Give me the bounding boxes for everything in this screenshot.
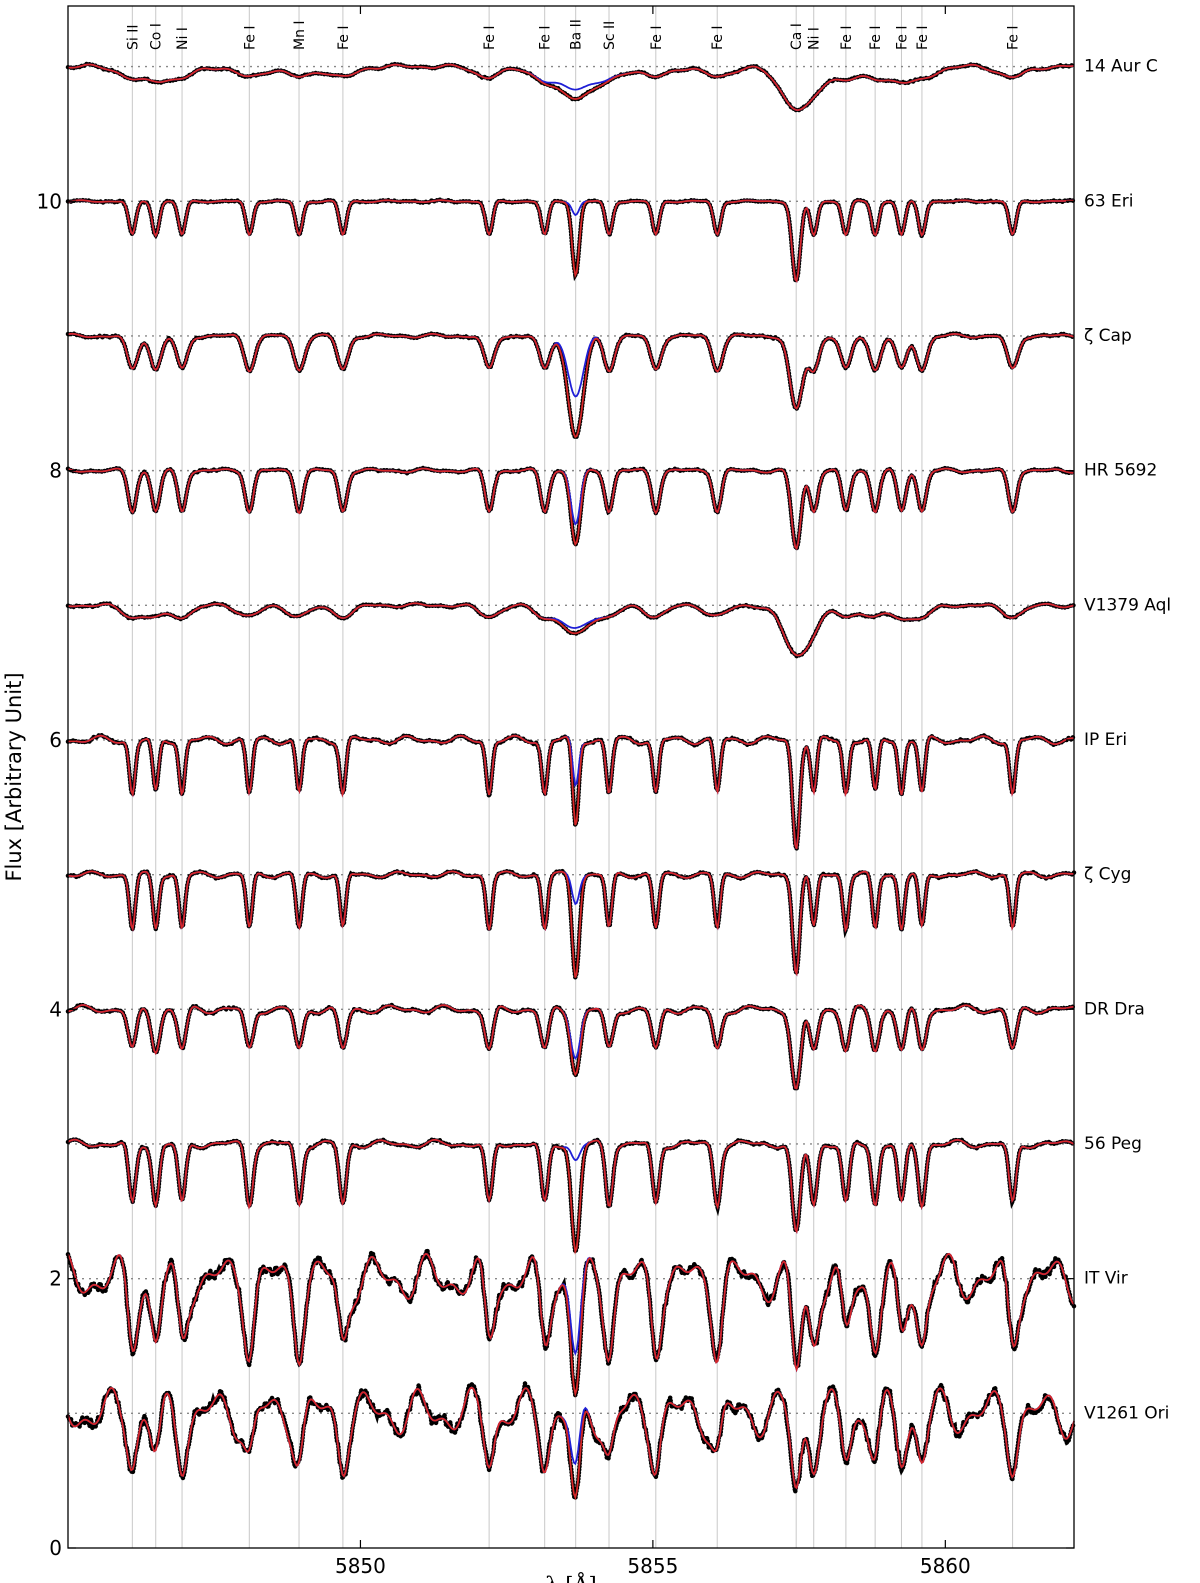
line-label-18: Fe I [1006,26,1022,50]
line-label-8: Ba II [569,19,585,50]
line-label-16: Fe I [894,26,910,50]
line-label-6: Fe I [482,26,498,50]
star-labels: 14 Aur C 63 Eri ζ Cap HR 5692 V1379 Aql IP Er… [1084,57,1171,1424]
line-label-0: Si II [125,25,141,50]
y-tick-label-0: 0 [49,1536,62,1560]
model-Ba-series-1 [67,199,1075,283]
model-Ba-series-7 [67,1004,1075,1090]
line-label-13: Ni I [807,27,823,50]
model-Ba-series-4 [67,602,1075,657]
star-label-3: HR 5692 [1084,461,1157,481]
y-tick-label-2: 4 [49,997,62,1021]
star-label-5: IP Eri [1084,730,1127,750]
x-tick-label-2: 5860 [920,1554,971,1578]
observed-series-4 [65,600,1077,660]
model-Ba-series-3 [67,467,1075,551]
star-label-0: 14 Aur C [1084,57,1158,77]
line-label-12: Ca I [789,23,805,50]
y-tick-label-1: 2 [49,1267,62,1291]
line-label-9: Sc II [602,21,618,50]
line-id-labels: Si II Co I Ni I Fe I Mn I Fe I Fe I Fe I Ba II Sc… [125,19,1021,50]
line-label-14: Fe I [839,26,855,50]
line-label-4: Mn I [292,20,308,50]
model-Ba-series-0 [67,63,1075,112]
line-label-3: Fe I [242,26,258,50]
x-tick-label-0: 5850 [335,1554,386,1578]
model-noBa-series-0 [67,63,1075,112]
y-tick-label-3: 6 [49,728,62,752]
model-Ba-series-8 [67,1138,1075,1255]
line-label-15: Fe I [868,26,884,50]
star-label-6: ζ Cyg [1084,865,1131,885]
y-tick-label-4: 8 [49,459,62,483]
star-label-10: V1261 Ori [1084,1403,1169,1423]
line-label-17: Fe I [915,26,931,50]
x-tick-label-1: 5855 [627,1554,678,1578]
line-label-10: Fe I [649,26,665,50]
model-noBa-series-4 [67,602,1075,657]
model-Ba-series-9 [67,1252,1075,1398]
observed-series-0 [65,61,1077,113]
model-Ba-series-10 [67,1386,1075,1501]
star-label-2: ζ Cap [1084,326,1132,346]
model-Ba-series-6 [67,870,1075,978]
line-label-5: Fe I [336,26,352,50]
star-label-7: DR Dra [1084,999,1145,1019]
observed-series-10 [65,1378,1077,1505]
model-Ba-series-5 [67,734,1075,850]
y-tick-label-5: 10 [37,189,62,213]
line-label-2: Ni I [175,27,191,50]
y-axis-title: Flux [Arbitrary Unit] [2,672,26,881]
x-axis-title: λ [Å] [545,1572,597,1583]
star-label-4: V1379 Aql [1084,595,1171,615]
star-label-9: IT Vir [1084,1269,1128,1289]
star-label-8: 56 Peg [1084,1134,1142,1154]
model-Ba-series-2 [67,332,1075,439]
line-label-11: Fe I [710,26,726,50]
star-label-1: 63 Eri [1084,191,1134,211]
line-label-7: Fe I [538,26,554,50]
line-label-1: Co I [149,23,165,50]
axis-ticks: 5850 5855 5860 0 2 4 6 8 10 [37,6,1074,1578]
spectra-series [65,61,1077,1505]
plot-frame [67,5,1075,1549]
